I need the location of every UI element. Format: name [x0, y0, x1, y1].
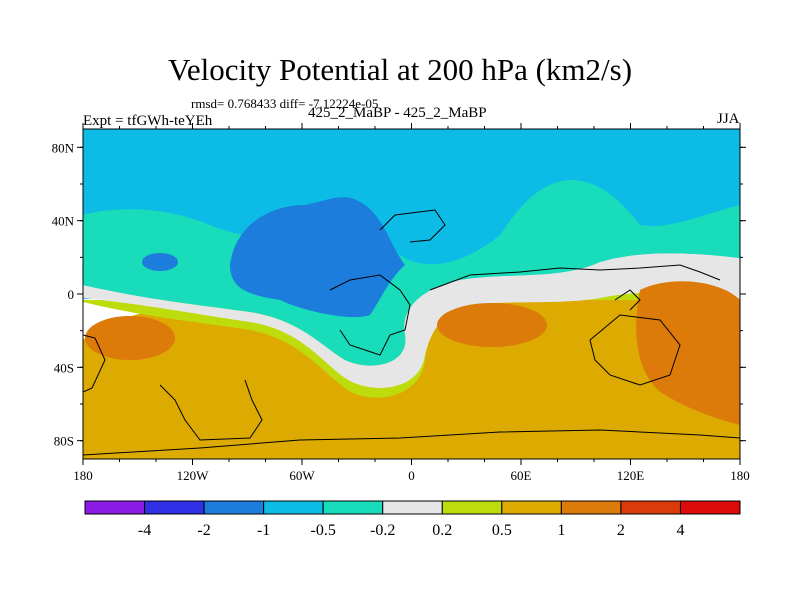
colorbar-swatch [144, 500, 205, 515]
season-label: JJA [717, 111, 740, 127]
colorbar-label: 4 [676, 522, 684, 539]
europe-outline [379, 209, 446, 243]
x-tick-label: 60W [289, 468, 315, 483]
colorbar-label: -0.5 [311, 522, 336, 539]
colorbar-swatch [322, 500, 384, 515]
colorbar-swatch [560, 500, 622, 515]
colorbar: -4 -2 -1 -0.5 -0.2 0.2 0.5 1 2 4 [84, 500, 741, 539]
colorbar-label: -1 [257, 522, 270, 539]
colorbar-swatch [620, 500, 681, 515]
colorbar-swatch [203, 500, 265, 515]
y-tick-label: 0 [68, 287, 75, 302]
indian-ocean-high-cell [437, 303, 547, 347]
colorbar-label: 0.5 [492, 522, 512, 539]
colorbar-swatch [382, 500, 443, 515]
colorbar-label: 0.2 [432, 522, 452, 539]
case-label: 425_2_MaBP - 425_2_MaBP [308, 105, 487, 121]
y-tick-label: 40S [54, 360, 74, 375]
mid-atlantic-low-band [230, 197, 405, 318]
x-tick-label: 120E [617, 468, 645, 483]
colorbar-swatch [84, 500, 146, 515]
experiment-label: Expt = tfGWh-teYEh [83, 113, 213, 129]
y-axis: 80N 40N 0 40S 80S [52, 140, 746, 449]
high-latitude-band [83, 180, 740, 366]
small-low-cell [142, 253, 178, 271]
x-tick-label: 0 [408, 468, 415, 483]
north-america-outline [83, 334, 106, 393]
colorbar-label: 1 [557, 522, 565, 539]
colorbar-swatch [501, 500, 562, 515]
y-tick-label: 40N [52, 214, 75, 229]
x-tick-label: 120W [177, 468, 210, 483]
y-tick-label: 80S [54, 434, 74, 449]
east-pacific-high-cell [636, 281, 740, 425]
colorbar-label: -4 [138, 522, 151, 539]
south-america-outline [159, 379, 263, 441]
australia-outline [589, 314, 681, 386]
africa-outline [329, 274, 411, 356]
colorbar-label: -2 [197, 522, 210, 539]
pacific-high-cell [85, 316, 175, 360]
colorbar-label: 2 [617, 522, 625, 539]
colorbar-swatch [679, 500, 741, 515]
continent-outlines [83, 209, 740, 456]
asia-outline [429, 264, 721, 291]
y-tick-label: 80N [52, 140, 75, 155]
antarctica-outline [83, 429, 740, 456]
chart-title: Velocity Potential at 200 hPa (km2/s) [167, 52, 633, 87]
colorbar-swatch [263, 500, 324, 515]
indonesia-outline [614, 289, 641, 311]
x-tick-label: 180 [73, 468, 93, 483]
colorbar-label: -0.2 [370, 522, 395, 539]
contour-map [83, 129, 740, 459]
stats-text: rmsd= 0.768433 diff= -7.12224e-05 [191, 96, 379, 111]
x-tick-label: 180 [730, 468, 750, 483]
x-axis: 180 120W 60W 0 60E 120E 180 [73, 123, 750, 483]
zero-band [83, 253, 740, 388]
x-tick-label: 60E [511, 468, 532, 483]
colorbar-swatch [441, 500, 503, 515]
